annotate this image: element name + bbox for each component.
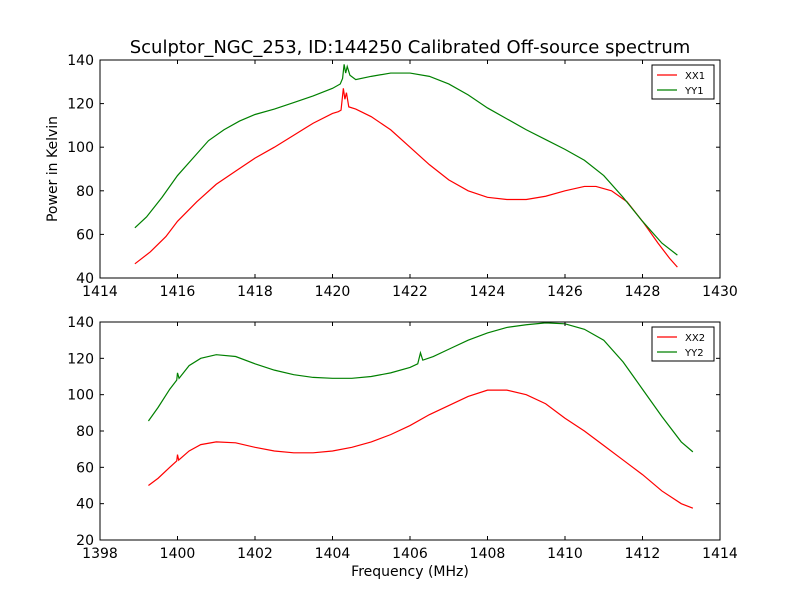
legend-label-xx1: XX1	[685, 71, 705, 82]
x-tick-label: 1420	[315, 284, 351, 300]
y-axis-label: Power in Kelvin	[45, 116, 61, 222]
series-line-yy2	[147, 322, 694, 453]
y-tick-label: 60	[76, 460, 94, 476]
x-tick-label: 1418	[237, 284, 273, 300]
x-tick-label: 1414	[702, 546, 738, 562]
y-tick-label: 60	[76, 227, 94, 243]
legend-label-yy2: YY2	[684, 348, 704, 359]
y-tick-label: 100	[67, 140, 94, 156]
x-tick-label: 1430	[702, 284, 738, 300]
x-tick-label: 1402	[237, 546, 273, 562]
y-tick-label: 120	[67, 351, 94, 367]
y-tick-label: 40	[76, 497, 94, 513]
x-tick-label: 1422	[392, 284, 428, 300]
x-tick-label: 1398	[82, 546, 118, 562]
x-tick-label: 1424	[470, 284, 506, 300]
x-tick-label: 1406	[392, 546, 428, 562]
y-tick-label: 80	[76, 424, 94, 440]
y-tick-label: 140	[67, 53, 94, 69]
x-tick-label: 1400	[160, 546, 196, 562]
bottom-plot: 1398 1400 1402 1404 1406 1408 1410 1412 1414 20 40…	[67, 315, 738, 580]
x-tick-label: 1408	[470, 546, 506, 562]
series-line-xx2	[148, 389, 694, 509]
y-tick-label: 20	[76, 533, 94, 549]
x-tick-label: 1416	[160, 284, 196, 300]
x-tick-label: 1428	[625, 284, 661, 300]
x-axis-label: Frequency (MHz)	[351, 564, 469, 580]
plot-frame	[99, 59, 721, 279]
x-tick-label: 1414	[82, 284, 118, 300]
chart-title: Sculptor_NGC_253, ID:144250 Calibrated O…	[130, 37, 691, 58]
legend-box	[651, 326, 715, 362]
x-tick-label: 1412	[625, 546, 661, 562]
x-tick-label: 1410	[547, 546, 583, 562]
x-tick-label: 1426	[547, 284, 583, 300]
y-tick-label: 140	[67, 315, 94, 331]
top-plot: 1414 1416 1418 1420 1422 1424 1426 1428 1430 40 60…	[45, 53, 738, 300]
legend-label-xx2: XX2	[685, 333, 705, 344]
series-line-xx1	[134, 88, 678, 268]
series-line-yy1	[134, 64, 678, 256]
legend-box	[651, 64, 715, 100]
y-tick-label: 80	[76, 184, 94, 200]
legend-label-yy1: YY1	[684, 86, 704, 97]
y-tick-label: 40	[76, 271, 94, 287]
x-tick-label: 1404	[315, 546, 351, 562]
y-tick-label: 120	[67, 97, 94, 113]
plot-frame	[99, 321, 721, 541]
y-tick-label: 100	[67, 388, 94, 404]
